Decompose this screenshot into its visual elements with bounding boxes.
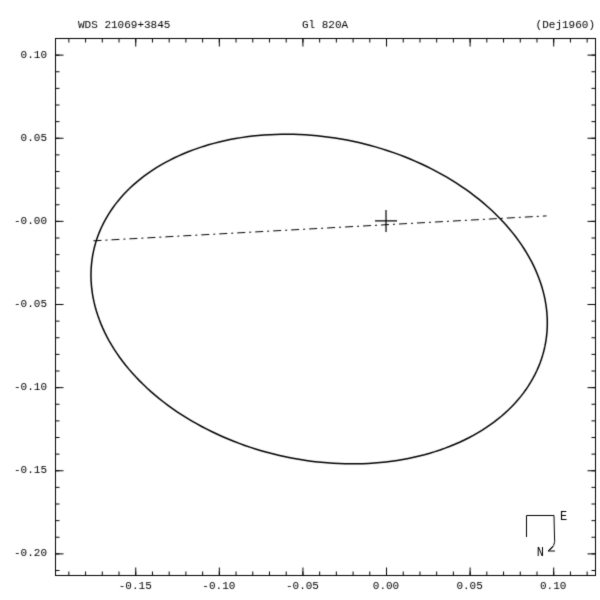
orbit-plot-canvas	[0, 0, 600, 600]
